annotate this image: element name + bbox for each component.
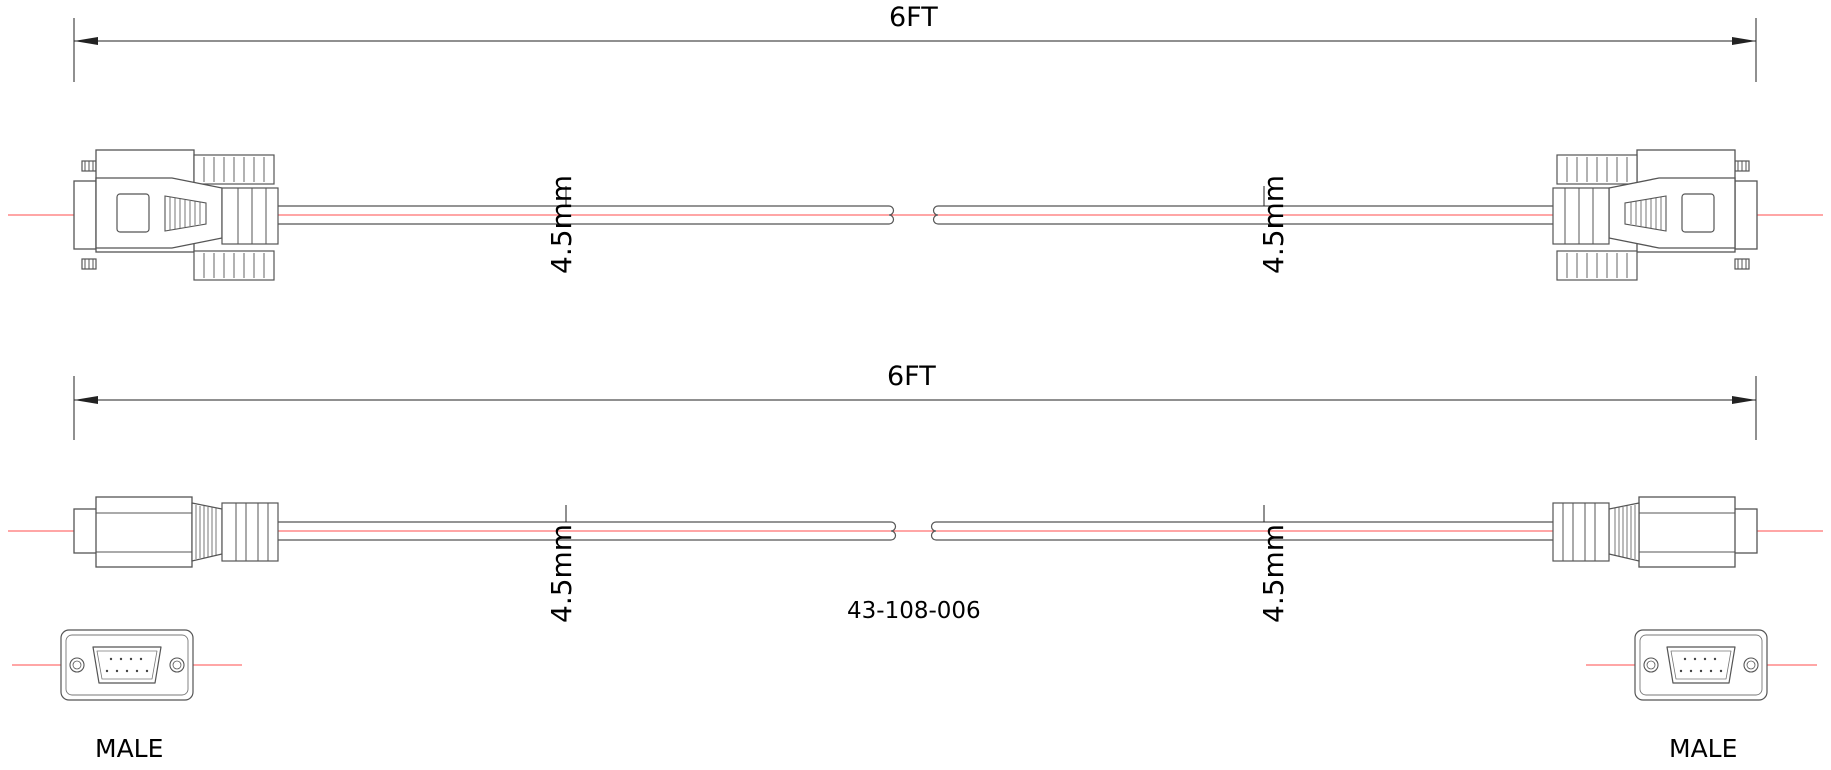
- side-view-length-dimension: [73, 376, 1757, 440]
- top-view-diameter-ticks: [565, 186, 1265, 206]
- side-view-length-label: 6FT: [887, 361, 936, 392]
- side-view-diameter-ticks: [565, 505, 1265, 522]
- side-view-cable: [278, 521, 1553, 541]
- left-male-connector-face: [60, 629, 194, 701]
- top-view-cable: [278, 205, 1553, 225]
- side-view-left-diameter-label: 4.5mm: [545, 523, 578, 623]
- top-view-length-dimension: [73, 18, 1757, 82]
- side-view-right-diameter-label: 4.5mm: [1257, 523, 1290, 623]
- top-view-right-connector: [1552, 149, 1758, 281]
- top-view-length-label: 6FT: [889, 2, 938, 33]
- top-view-right-diameter-label: 4.5mm: [1257, 174, 1290, 274]
- side-view-right-connector: [1552, 496, 1758, 568]
- right-male-connector-face: [1634, 629, 1768, 701]
- top-view-left-diameter-label: 4.5mm: [545, 174, 578, 274]
- left-connector-gender-label: MALE: [95, 734, 164, 763]
- part-number: 43-108-006: [847, 598, 981, 624]
- top-view-left-connector: [73, 149, 279, 281]
- side-view-left-connector: [73, 496, 279, 568]
- right-connector-gender-label: MALE: [1669, 734, 1738, 763]
